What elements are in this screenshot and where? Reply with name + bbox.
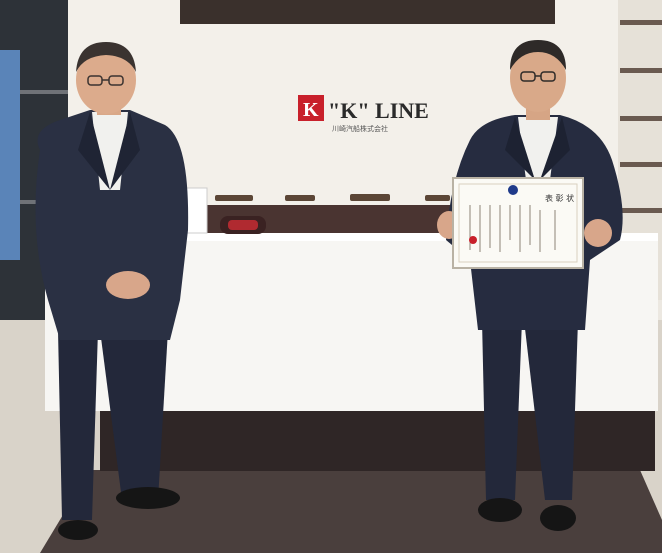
ceiling-panel [180,0,555,24]
ship-models [215,194,450,201]
person-left [35,42,189,540]
ship-model-icon [215,195,253,201]
logo-mark-letter: K [303,99,319,121]
certificate: 表 彰 状 [452,177,584,269]
window-light [0,50,20,260]
window-rail [20,90,68,94]
company-logo: K "K" LINE 川崎汽船株式会社 [298,95,429,133]
certificate-heading: 表 彰 状 [545,193,574,203]
logo-wordmark: "K" LINE [328,98,429,123]
logo-mark-icon [298,95,324,121]
louvers [620,20,662,213]
ship-model-icon [285,195,315,201]
ship-model-icon [350,194,390,201]
logo-subline: 川崎汽船株式会社 [332,124,388,133]
ship-model-icon [425,195,450,201]
desk-stand [184,187,208,234]
certificate-frame [452,177,584,269]
certificate-emblem-icon [508,185,518,195]
phone-icon [220,216,266,234]
certificate-seal-icon [469,236,477,244]
desk-top [45,233,658,241]
